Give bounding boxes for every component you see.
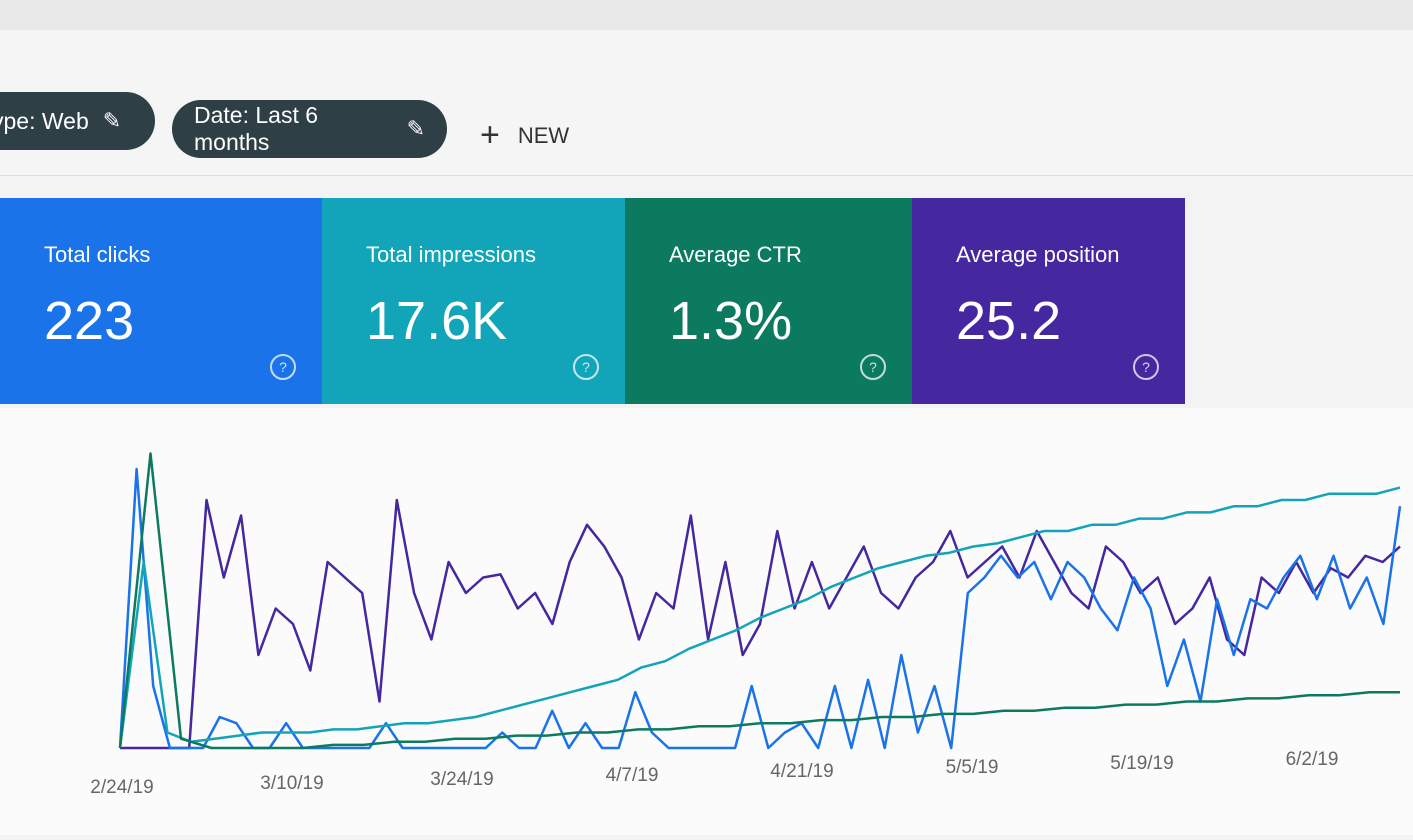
help-icon[interactable]: ?: [860, 354, 886, 380]
new-filter-button[interactable]: + NEW: [480, 116, 569, 155]
x-tick-label: 3/24/19: [430, 769, 493, 790]
series-line-1: [118, 467, 1402, 750]
metric-cards: Total clicks 223 ? Total impressions 17.…: [0, 198, 1190, 408]
x-tick-label: 3/10/19: [260, 773, 323, 794]
series-line-2: [118, 486, 1401, 749]
card-label: Average position: [956, 242, 1120, 267]
search-type-filter-label: ype: Web: [0, 107, 89, 134]
pencil-icon[interactable]: ✎: [406, 116, 425, 141]
card-label: Average CTR: [669, 242, 802, 267]
help-icon[interactable]: ?: [573, 354, 599, 380]
new-filter-label: NEW: [517, 122, 570, 148]
line-chart: 2/24/19 3/10/19 3/24/19 4/7/19 4/21/19 5/5/19…: [90, 452, 1402, 798]
x-tick-label: 6/2/19: [1286, 749, 1339, 770]
window-top-band: [0, 0, 1413, 30]
card-label: Total clicks: [44, 242, 151, 267]
card-value: 17.6K: [366, 291, 508, 351]
x-tick-label: 4/21/19: [770, 761, 833, 782]
average-ctr-card[interactable]: Average CTR 1.3% ?: [625, 198, 912, 404]
total-impressions-card[interactable]: Total impressions 17.6K ?: [322, 198, 625, 404]
x-tick-label: 5/5/19: [946, 757, 999, 778]
x-tick-label: 2/24/19: [90, 777, 153, 798]
search-type-filter-chip[interactable]: ype: Web ✎: [0, 92, 155, 150]
x-tick-label: 4/7/19: [606, 765, 659, 786]
help-icon[interactable]: ?: [270, 354, 296, 380]
average-position-card[interactable]: Average position 25.2 ?: [912, 198, 1185, 404]
card-value: 223: [44, 291, 135, 351]
card-value: 1.3%: [669, 291, 793, 351]
help-icon[interactable]: ?: [1133, 354, 1159, 380]
date-filter-chip[interactable]: Date: Last 6 months ✎: [172, 100, 447, 158]
card-label: Total impressions: [366, 242, 536, 267]
performance-chart: 2/24/19 3/10/19 3/24/19 4/7/19 4/21/19 5/5/19…: [0, 408, 1413, 835]
pencil-icon[interactable]: ✎: [102, 108, 122, 133]
series-line-0: [120, 498, 1401, 750]
total-clicks-card[interactable]: Total clicks 223 ?: [0, 198, 322, 404]
date-filter-label: Date: Last 6 months: [194, 102, 319, 155]
plus-icon: +: [480, 116, 500, 154]
filter-bar: ype: Web ✎ Date: Last 6 months ✎ + NEW: [0, 30, 1413, 176]
series-line-3: [118, 452, 1400, 750]
x-tick-label: 5/19/19: [1110, 753, 1173, 774]
card-value: 25.2: [956, 291, 1062, 351]
